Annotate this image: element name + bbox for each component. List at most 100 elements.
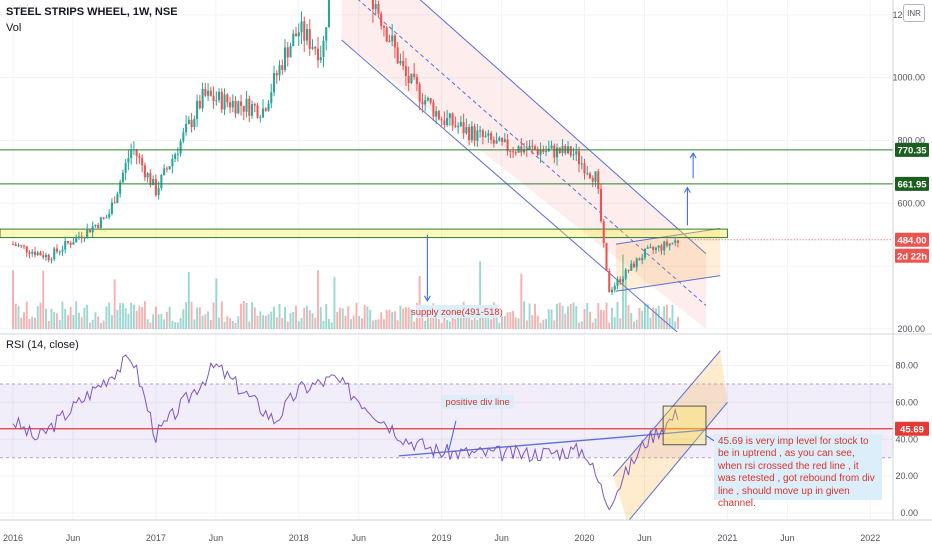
candle-body — [528, 145, 531, 150]
rsi-tag-level-bg — [895, 421, 929, 436]
candle-body — [652, 247, 655, 250]
supply-zone-label: supply zone(491-518) — [411, 307, 503, 318]
volume-bar — [440, 322, 443, 329]
candle-body — [185, 123, 188, 133]
chart-title[interactable]: STEEL STRIPS WHEEL, 1W, NSE — [6, 6, 178, 18]
volume-bar — [50, 308, 53, 329]
candle-body — [113, 202, 116, 204]
candle-body — [396, 47, 399, 64]
candle-body — [207, 90, 210, 96]
candle-body — [226, 94, 229, 103]
rsi-scale-label: 40.00 — [895, 434, 918, 444]
candle-body — [534, 146, 537, 150]
candle-body — [382, 25, 385, 28]
candle-body — [116, 193, 119, 204]
volume-bar — [437, 319, 440, 329]
volume-bar — [391, 311, 394, 329]
volume-bar — [99, 322, 102, 329]
volume-bar — [259, 311, 262, 329]
volume-bar — [509, 312, 512, 329]
candle-body — [586, 173, 589, 175]
candle-body — [641, 257, 644, 261]
candle-body — [124, 162, 127, 173]
time-axis-label: 2016 — [3, 533, 23, 543]
volume-bar — [542, 319, 545, 329]
volume-bar — [382, 319, 385, 329]
candle-body — [198, 100, 201, 109]
volume-bar — [498, 322, 501, 329]
volume-bar — [83, 307, 86, 329]
candle-body — [616, 279, 619, 286]
candle-body — [187, 119, 190, 124]
candle-body — [165, 168, 168, 170]
candle-body — [399, 60, 402, 64]
volume-bar — [479, 261, 482, 329]
volume-bar — [306, 305, 308, 329]
candle-body — [42, 255, 45, 258]
volume-bar — [448, 321, 451, 329]
volume-bar — [116, 309, 119, 329]
candle-body — [531, 145, 534, 147]
volume-bar — [110, 315, 113, 329]
candle-body — [253, 104, 256, 106]
candle-body — [674, 240, 677, 243]
volume-bar — [360, 318, 363, 329]
volume-bar — [572, 302, 575, 329]
volume-bar — [198, 307, 201, 329]
volume-bar — [281, 318, 284, 329]
candle-body — [654, 247, 657, 250]
rising-channel-fill — [615, 228, 721, 292]
volume-bar — [586, 303, 589, 329]
volume-bar — [443, 314, 446, 329]
price-scale-label: 800.00 — [897, 136, 925, 146]
volume-bar — [380, 312, 383, 329]
candle-body — [143, 165, 146, 178]
volume-bar — [591, 322, 594, 329]
volume-bar — [77, 312, 80, 329]
candle-body — [569, 146, 572, 156]
volume-bar — [487, 313, 490, 329]
candle-body — [583, 163, 586, 174]
currency-badge[interactable]: INR — [903, 4, 925, 22]
volume-bar — [223, 321, 226, 329]
rsi-legend[interactable]: RSI (14, close) — [6, 339, 79, 351]
price-tag-last-bg — [895, 232, 929, 247]
candle-body — [75, 236, 78, 243]
volume-bar — [209, 319, 212, 329]
candle-body — [311, 47, 314, 49]
volume-bar — [190, 301, 193, 329]
volume-bar — [201, 315, 204, 329]
candle-body — [316, 48, 320, 61]
drawings — [0, 0, 728, 332]
volume-bar — [547, 309, 550, 329]
candle-body — [501, 137, 504, 142]
volume-bar — [646, 304, 649, 329]
volume-bar — [454, 318, 457, 329]
candle-body — [64, 241, 67, 250]
volume-bar — [446, 319, 449, 329]
volume-bar — [567, 306, 569, 329]
volume-bar — [638, 308, 641, 329]
positive-div-label-bg — [441, 395, 514, 409]
volume-bar — [171, 320, 174, 329]
candle-body — [72, 242, 75, 245]
candle-body — [558, 147, 561, 154]
volume-bar — [352, 315, 355, 329]
volume-legend[interactable]: Vol — [6, 22, 22, 34]
volume-bar — [665, 304, 668, 329]
volume-bar — [25, 301, 28, 329]
candle-body — [259, 117, 262, 119]
volume-bar — [635, 319, 638, 329]
candle-body — [28, 252, 31, 254]
volume-bar — [490, 319, 493, 329]
volume-bar — [45, 308, 47, 329]
volume-bar — [369, 309, 372, 329]
volume-bar — [234, 322, 237, 329]
volume-bar — [676, 316, 679, 329]
volume-bar — [583, 309, 586, 329]
volume-bar — [262, 315, 265, 329]
candle-body — [110, 202, 113, 214]
volume-bars — [12, 254, 679, 329]
rsi-channel-upper — [612, 350, 721, 477]
price-tag-last: 484.00 — [897, 235, 926, 246]
